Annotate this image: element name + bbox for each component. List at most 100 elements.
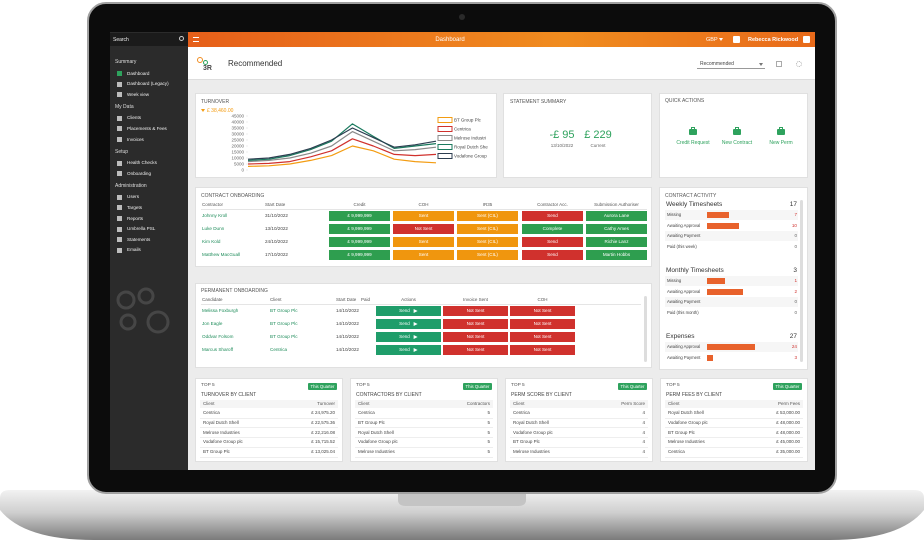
status-cell[interactable] <box>457 224 518 234</box>
contractor-name[interactable]: Johnny Kroll <box>202 213 228 218</box>
menu-item[interactable]: Dashboard (Legacy) <box>127 81 169 87</box>
user-name[interactable]: Rebecca Rickwood <box>748 36 799 43</box>
status-cell[interactable] <box>522 250 583 260</box>
menu-item[interactable]: Health Checks <box>127 160 157 166</box>
action-icon-handle <box>779 127 783 129</box>
client-name: Royal Dutch Shell <box>513 419 549 425</box>
status-cell[interactable] <box>510 306 575 316</box>
menu-item[interactable]: Dashboard <box>127 70 150 76</box>
select-box[interactable] <box>697 59 765 69</box>
candidate-name[interactable]: Oddvar Folsom <box>202 334 234 339</box>
action-icon[interactable] <box>733 129 741 135</box>
client-name: Melrose Industries <box>513 449 550 455</box>
column-header: COH <box>418 202 429 207</box>
client-name[interactable]: BT Group Plc <box>270 321 298 326</box>
status-cell[interactable] <box>510 319 575 329</box>
status-cell[interactable] <box>586 211 647 221</box>
status-cell[interactable] <box>393 237 454 247</box>
status-cell[interactable] <box>522 237 583 247</box>
candidate-name[interactable]: Jon Eagle <box>202 321 223 326</box>
contractor-name[interactable]: Kim Kold <box>202 239 221 244</box>
user-icon[interactable] <box>803 36 810 43</box>
client-name[interactable]: BT Group Plc <box>270 308 298 313</box>
status-text: Send <box>547 252 558 257</box>
top5-title: PERM SCORE BY CLIENT <box>511 392 572 398</box>
activity-count: 24 <box>791 344 797 349</box>
status-cell[interactable] <box>586 237 647 247</box>
badge <box>773 383 802 390</box>
status-cell[interactable] <box>443 306 508 316</box>
status-cell[interactable] <box>457 237 518 247</box>
statement-value: -£ 95 <box>549 129 575 141</box>
action-label[interactable]: New Perm <box>769 140 793 146</box>
menu-item[interactable]: Invoices <box>127 136 144 142</box>
status-cell[interactable] <box>329 250 390 260</box>
activity-bar <box>707 278 725 284</box>
client-name[interactable]: BT Group Plc <box>270 334 298 339</box>
search-box[interactable] <box>110 33 188 46</box>
activity-label: Awaiting Payment <box>667 354 701 360</box>
status-cell[interactable] <box>510 345 575 355</box>
status-cell[interactable] <box>457 250 518 260</box>
client-value: £ 48,000.00 <box>776 419 800 425</box>
action-icon[interactable] <box>777 129 785 135</box>
contractor-name[interactable]: Matthew MacGuall <box>202 252 241 257</box>
client-name: Vodafone Group plc <box>358 439 398 445</box>
candidate-name[interactable]: Melissa Foxburgh <box>202 308 239 313</box>
action-label[interactable]: Credit Request <box>676 140 710 146</box>
contractor-name[interactable]: Luke Dunn <box>202 226 225 231</box>
row-rule <box>510 417 648 419</box>
status-cell[interactable] <box>510 332 575 342</box>
status-cell[interactable] <box>522 211 583 221</box>
status-cell[interactable] <box>393 224 454 234</box>
status-text: Not Sent <box>533 347 552 352</box>
status-cell[interactable] <box>329 237 390 247</box>
status-text: Not Sent <box>414 226 433 231</box>
menu-item[interactable]: Users <box>127 194 139 200</box>
menu-item[interactable]: Statements <box>127 236 151 242</box>
client-value: 4 <box>642 419 645 425</box>
status-cell[interactable] <box>329 211 390 221</box>
save-icon[interactable] <box>776 61 782 67</box>
menu-item[interactable]: Clients <box>127 115 142 121</box>
status-cell[interactable] <box>443 319 508 329</box>
client-value: 5 <box>487 449 490 455</box>
menu-icon <box>117 171 122 177</box>
status-text: Sent (CIL) <box>477 252 498 257</box>
status-cell[interactable] <box>522 224 583 234</box>
status-cell[interactable] <box>329 224 390 234</box>
client-name[interactable]: Centrica <box>270 347 288 352</box>
action-label[interactable]: New Contract <box>721 140 753 146</box>
status-cell[interactable] <box>586 250 647 260</box>
menu-item[interactable]: Targets <box>127 204 143 210</box>
status-cell[interactable] <box>457 211 518 221</box>
status-cell[interactable] <box>443 332 508 342</box>
menu-item[interactable]: Reports <box>127 215 144 221</box>
menu-item[interactable]: Onboarding <box>127 170 152 176</box>
camera <box>459 14 465 20</box>
settings-icon[interactable] <box>796 61 802 67</box>
add-button[interactable] <box>733 36 740 43</box>
status-cell[interactable] <box>393 211 454 221</box>
menu-group: Setup <box>115 148 129 155</box>
activity-bar <box>707 354 713 361</box>
row-bg <box>665 297 798 308</box>
menu-icon <box>117 137 122 142</box>
column-header: Actions <box>401 297 416 302</box>
currency[interactable]: GBP <box>706 36 718 43</box>
client-value: £ 15,715.52 <box>311 439 335 445</box>
status-cell[interactable] <box>393 250 454 260</box>
action-icon[interactable] <box>689 129 697 135</box>
menu-item[interactable]: Placements & Fees <box>127 125 167 131</box>
candidate-name[interactable]: Marcus Sharoff <box>202 347 234 352</box>
top5-card <box>195 378 343 462</box>
menu-toggle[interactable] <box>193 37 199 42</box>
menu-item[interactable]: Week view <box>127 91 150 97</box>
row-rule <box>510 446 648 448</box>
menu-item[interactable]: Umbrella PSL <box>127 226 156 232</box>
row-rule <box>200 417 338 419</box>
status-cell[interactable] <box>443 345 508 355</box>
menu-item[interactable]: Emails <box>127 247 141 253</box>
search-label: Search <box>113 36 129 43</box>
status-cell[interactable] <box>586 224 647 234</box>
